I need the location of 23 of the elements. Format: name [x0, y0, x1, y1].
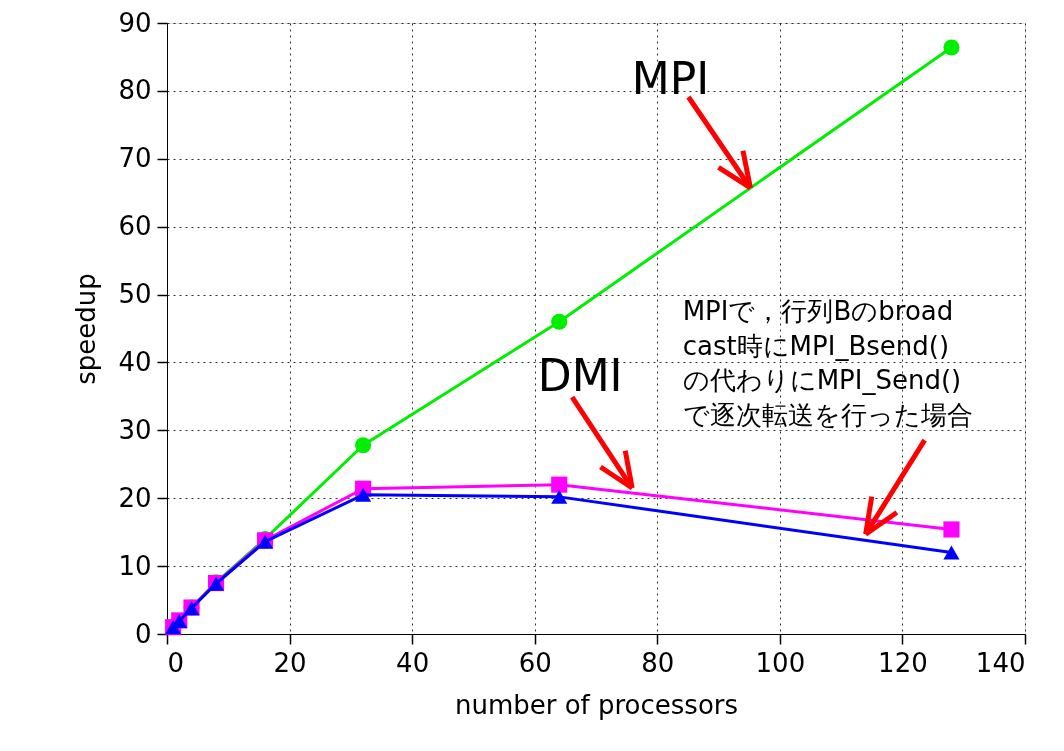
y-tick-label: 40 — [118, 346, 152, 377]
y-tick-label: 80 — [118, 75, 152, 106]
annotation: MPI — [631, 52, 710, 104]
x-tick-label: 100 — [755, 647, 806, 678]
y-tick-label: 70 — [118, 143, 152, 174]
y-tick-label: 50 — [118, 279, 152, 310]
x-tick-label: 40 — [396, 647, 430, 678]
x-tick-label: 140 — [975, 647, 1026, 678]
y-tick-label: 90 — [118, 7, 152, 38]
x-tick-label: 0 — [167, 647, 185, 678]
y-tick-label: 60 — [118, 211, 152, 242]
x-tick-label: 120 — [878, 647, 928, 678]
annotation: DMI — [537, 350, 623, 402]
y-tick-label: 30 — [118, 414, 152, 445]
x-tick-label: 60 — [518, 647, 552, 678]
x-tick-label: 80 — [641, 647, 675, 678]
y-tick-label: 20 — [118, 482, 152, 513]
annotation: MPIで，行列Bのbroad cast時にMPI_Bsend() の代わりにMPI_Send() で逐次転送を行った場合 — [682, 296, 973, 430]
y-tick-label: 10 — [118, 550, 152, 581]
x-axis-title: number of processors — [454, 689, 739, 720]
y-axis-title: speedup — [71, 273, 102, 385]
y-tick-label: 0 — [134, 618, 152, 649]
x-tick-label: 20 — [273, 647, 307, 678]
